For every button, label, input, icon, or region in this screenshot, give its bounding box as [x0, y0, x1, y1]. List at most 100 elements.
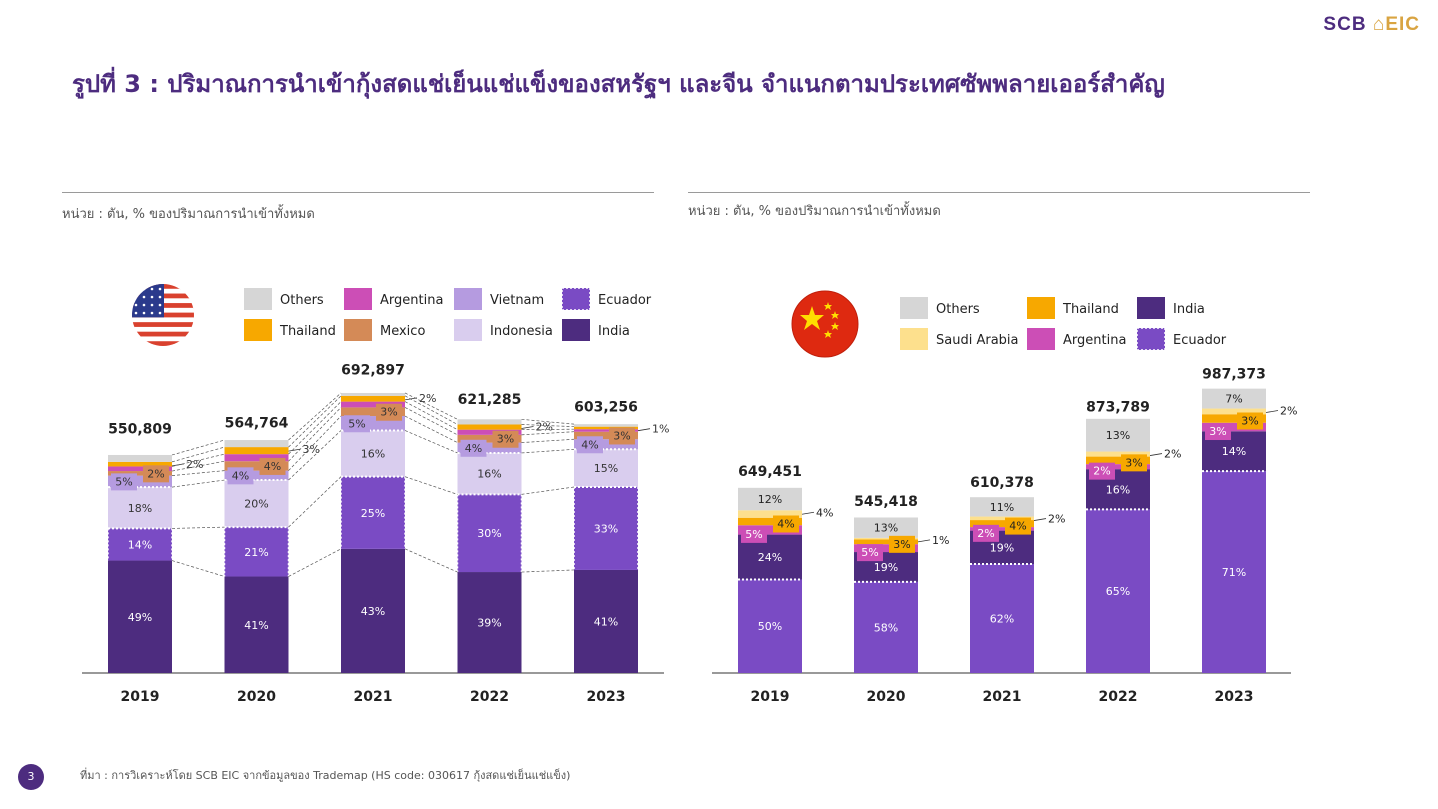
value-label: 16%: [1106, 483, 1130, 496]
legend-label-others: Others: [280, 293, 324, 308]
value-label: 33%: [594, 522, 618, 535]
flag-star: [142, 287, 146, 291]
connector-line: [404, 476, 458, 495]
legend-swatch-ecuador: [1136, 327, 1166, 351]
value-label-box: [227, 467, 254, 485]
value-label-box: [741, 525, 767, 543]
value-label-box: [376, 403, 402, 421]
bar-ecuador-2019: [108, 528, 172, 561]
connector-line: [404, 407, 458, 436]
connector-line: [288, 415, 342, 471]
x-tick-2020: 2020: [867, 689, 906, 705]
flag-star: [142, 303, 146, 307]
bar-argentina-2019: [108, 466, 172, 472]
flag-stripe: [132, 341, 194, 346]
value-label: 41%: [244, 619, 268, 632]
value-label: 16%: [477, 468, 501, 481]
x-tick-2022: 2022: [1099, 689, 1138, 705]
value-label-leader: [288, 448, 301, 452]
connector-line: [288, 548, 342, 577]
connector-line: [288, 476, 342, 528]
legend-swatch-argentina: [344, 288, 372, 310]
flag-star: [142, 295, 146, 299]
value-label: 5%: [745, 528, 762, 541]
bar-thailand-2020: [854, 539, 918, 545]
bar-thailand-2019: [738, 517, 802, 526]
flag-star: [150, 287, 154, 291]
connector-line: [521, 418, 575, 425]
bar-others-2019: [738, 487, 802, 511]
bar-india-2023: [574, 569, 638, 673]
value-label: 62%: [990, 613, 1014, 626]
value-label-box: [259, 457, 286, 475]
value-label: 4%: [1009, 520, 1026, 533]
bar-thailand-2022: [457, 424, 522, 430]
connector-line: [521, 486, 575, 495]
flag-stripe: [132, 336, 194, 342]
value-label: 5%: [115, 475, 132, 488]
flag-star: [150, 303, 154, 307]
bar-mexico-2023: [574, 431, 638, 440]
legend-label-mexico: Mexico: [380, 324, 425, 339]
value-label-box: [773, 515, 799, 533]
value-label: 21%: [244, 546, 268, 559]
connector-line: [521, 569, 575, 573]
value-label-box: [1237, 412, 1263, 430]
x-tick-2023: 2023: [1215, 689, 1254, 705]
legend-swatch-thailand: [244, 319, 272, 341]
x-tick-2021: 2021: [983, 689, 1022, 705]
flag-star: [158, 303, 162, 307]
bar-india-2022: [457, 572, 522, 673]
value-label-box: [143, 465, 169, 483]
source-note: ที่มา : การวิเคราะห์โดย SCB EIC จากข้อมู…: [80, 769, 571, 782]
value-label: 4%: [232, 469, 249, 482]
bar-saudi-arabia-2020: [854, 537, 918, 540]
legend-swatch-mexico: [344, 319, 372, 341]
bar-vietnam-2019: [108, 475, 172, 488]
bar-thailand-2023: [1202, 414, 1266, 423]
legend-label-thailand: Thailand: [279, 324, 336, 339]
bar-others-2023: [574, 424, 638, 427]
value-label: 3%: [613, 429, 630, 442]
flag-star: [158, 295, 162, 299]
connector-line: [288, 395, 342, 448]
value-label: 14%: [1222, 445, 1246, 458]
x-tick-2020: 2020: [237, 689, 276, 705]
value-label: 3%: [380, 406, 397, 419]
connector-line: [171, 470, 225, 476]
value-label-leader: [1033, 518, 1047, 521]
divider-left: [62, 192, 654, 193]
bar-ecuador-2022: [457, 494, 522, 573]
value-label-box: [111, 473, 137, 491]
bar-vietnam-2020: [224, 470, 289, 481]
china-flag-icon: [791, 290, 859, 358]
bar-argentina-2021: [341, 401, 405, 408]
connector-line: [521, 438, 575, 443]
value-label: 16%: [361, 448, 385, 461]
bar-indonesia-2019: [108, 487, 172, 529]
value-label: 14%: [128, 538, 152, 551]
value-label: 30%: [477, 527, 501, 540]
total-label-2021: 692,897: [341, 362, 405, 378]
connector-line: [521, 424, 575, 428]
value-label: 5%: [861, 546, 878, 559]
flag-stripe: [132, 322, 194, 328]
value-label: 19%: [874, 561, 898, 574]
legend-swatch-argentina: [1027, 328, 1055, 350]
logo-house-icon: ⌂: [1372, 14, 1386, 35]
value-label: 58%: [874, 621, 898, 634]
value-label: 25%: [361, 507, 385, 520]
value-label-leader: [521, 426, 534, 429]
bar-india-2020: [224, 576, 289, 673]
scb-eic-logo: SCB ⌂EIC: [1323, 14, 1420, 35]
bar-others-2021: [341, 392, 405, 396]
bar-indonesia-2021: [341, 430, 405, 477]
bar-ecuador-2019: [738, 579, 802, 673]
legend-swatch-india: [1137, 297, 1165, 319]
bar-argentina-2022: [1086, 464, 1150, 470]
bar-argentina-2023: [1202, 422, 1266, 432]
value-label-box: [889, 535, 915, 553]
bar-thailand-2021: [341, 395, 405, 402]
total-label-2021: 610,378: [970, 475, 1034, 491]
